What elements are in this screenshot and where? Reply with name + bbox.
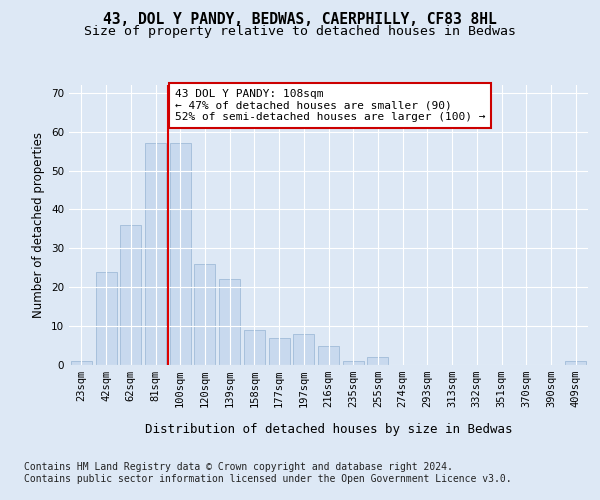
Bar bbox=[219, 280, 240, 365]
Bar bbox=[565, 361, 586, 365]
Bar bbox=[95, 272, 116, 365]
Bar bbox=[170, 144, 191, 365]
Bar bbox=[244, 330, 265, 365]
Text: Size of property relative to detached houses in Bedwas: Size of property relative to detached ho… bbox=[84, 25, 516, 38]
Bar bbox=[71, 361, 92, 365]
Bar bbox=[293, 334, 314, 365]
Bar bbox=[318, 346, 339, 365]
Text: Contains HM Land Registry data © Crown copyright and database right 2024.
Contai: Contains HM Land Registry data © Crown c… bbox=[24, 462, 512, 484]
Bar bbox=[269, 338, 290, 365]
Bar bbox=[145, 144, 166, 365]
Text: 43 DOL Y PANDY: 108sqm
← 47% of detached houses are smaller (90)
52% of semi-det: 43 DOL Y PANDY: 108sqm ← 47% of detached… bbox=[175, 89, 485, 122]
Bar bbox=[367, 357, 388, 365]
Bar bbox=[120, 225, 141, 365]
Y-axis label: Number of detached properties: Number of detached properties bbox=[32, 132, 46, 318]
Bar bbox=[194, 264, 215, 365]
Text: 43, DOL Y PANDY, BEDWAS, CAERPHILLY, CF83 8HL: 43, DOL Y PANDY, BEDWAS, CAERPHILLY, CF8… bbox=[103, 12, 497, 28]
Text: Distribution of detached houses by size in Bedwas: Distribution of detached houses by size … bbox=[145, 422, 512, 436]
Bar bbox=[343, 361, 364, 365]
